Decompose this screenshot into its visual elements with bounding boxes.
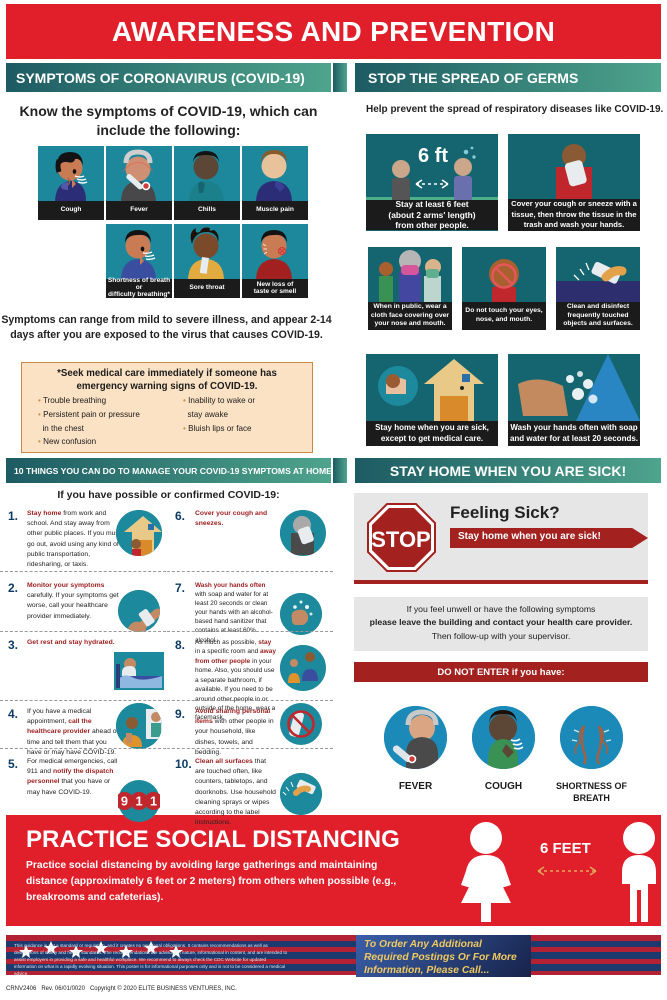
svg-text:6 ft: 6 ft bbox=[418, 145, 448, 167]
svg-text:9: 9 bbox=[121, 794, 128, 809]
svg-text:STOP: STOP bbox=[371, 527, 431, 552]
svg-text:1: 1 bbox=[135, 794, 142, 809]
svg-text:1: 1 bbox=[150, 794, 157, 809]
